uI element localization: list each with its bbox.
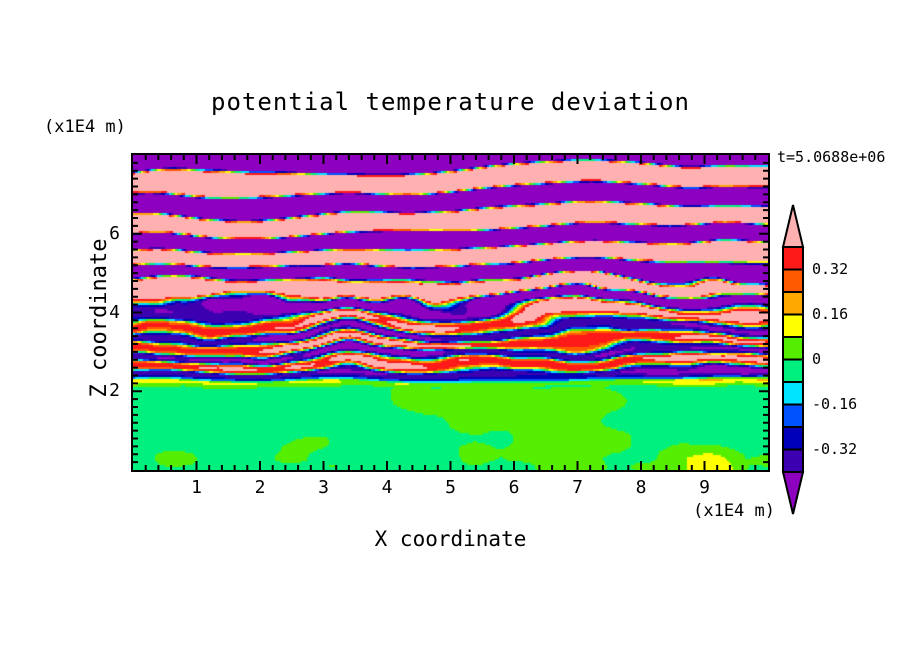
x-tick-label: 6 bbox=[508, 477, 520, 498]
colorbar-label: 0 bbox=[812, 349, 822, 368]
x-tick-label: 9 bbox=[699, 477, 710, 498]
x-tick-label: 4 bbox=[381, 477, 393, 498]
plot-frame bbox=[131, 153, 770, 472]
chart-title: potential temperature deviation bbox=[211, 88, 690, 116]
x-tick-label: 2 bbox=[254, 477, 266, 498]
z-tick-label: 2 bbox=[109, 380, 120, 402]
time-annotation: t=5.0688e+06 bbox=[777, 148, 886, 166]
heatmap-canvas bbox=[133, 155, 768, 470]
colorbar-label: -0.32 bbox=[812, 439, 858, 458]
x-tick-label: 7 bbox=[572, 477, 583, 498]
colorbar-label: 0.16 bbox=[812, 304, 849, 323]
x-axis-title: X coordinate bbox=[374, 527, 527, 551]
z-tick-label: 4 bbox=[109, 301, 120, 323]
colorbar-label: -0.16 bbox=[812, 394, 858, 413]
x-tick-label: 3 bbox=[318, 477, 329, 498]
x-tick-label: 5 bbox=[445, 477, 456, 498]
z-axis-unit-label: (x1E4 m) bbox=[44, 117, 126, 137]
colorbar bbox=[781, 204, 805, 515]
x-tick-label: 1 bbox=[191, 477, 202, 498]
x-tick-label: 8 bbox=[635, 477, 647, 498]
colorbar-label: 0.32 bbox=[812, 259, 849, 278]
x-axis-unit-label: (x1E4 m) bbox=[693, 501, 775, 521]
z-tick-label: 6 bbox=[109, 222, 120, 244]
